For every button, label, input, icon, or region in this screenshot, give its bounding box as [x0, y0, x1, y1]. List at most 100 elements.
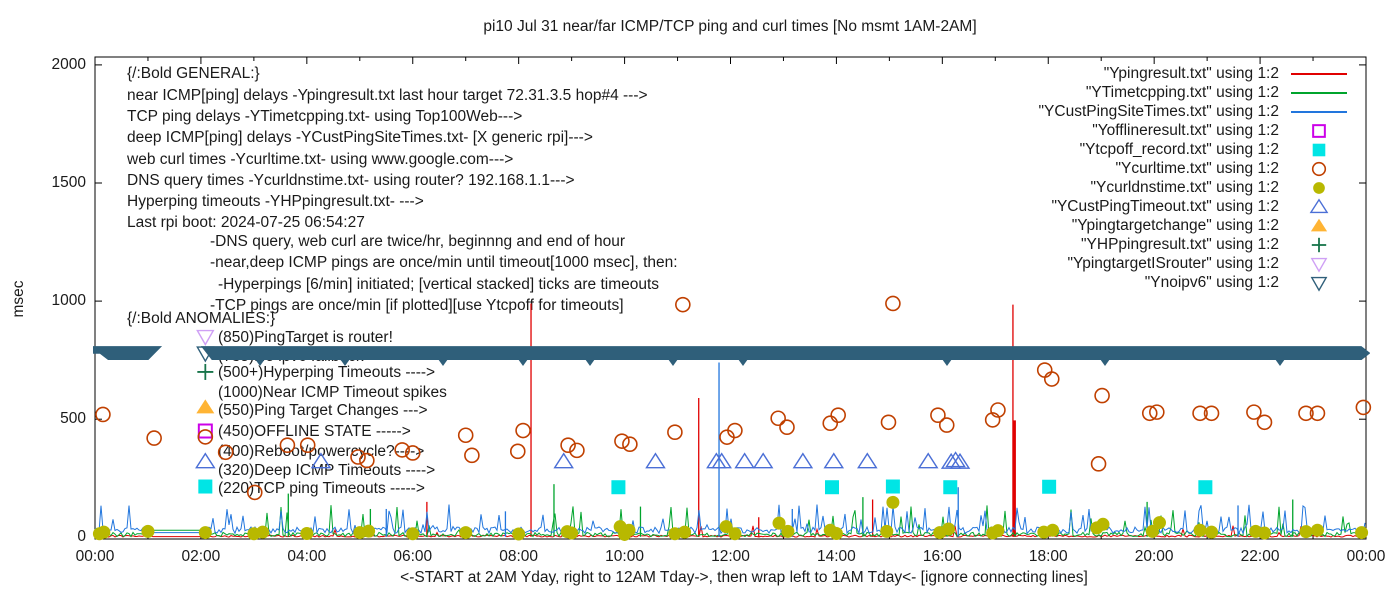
chart-title: pi10 Jul 31 near/far ICMP/TCP ping and c…: [483, 18, 977, 35]
legend-row: "YTimetcpping.txt" using 1:2: [1086, 83, 1348, 102]
legend-label: "Ypingtargetchange" using 1:2: [1071, 216, 1279, 234]
legend-row: "Ypingresult.txt" using 1:2: [1104, 64, 1348, 83]
noipv6-band-tick: [255, 359, 266, 367]
scatter-series-YpingtargetISrouter: [196, 329, 215, 346]
general-line: web curl times -Ycurltime.txt- using www…: [127, 151, 514, 168]
legend-row: "YpingtargetISrouter" using 1:2: [1068, 254, 1348, 273]
legend-label: "Ycurltime.txt" using 1:2: [1115, 159, 1279, 177]
anomaly-line: (500+)Hyperping Timeouts ---->: [218, 364, 436, 381]
scatter-series-YHPpingresult-txt: [197, 363, 214, 380]
line-series-YCustPingSiteTimes-txt: [94, 362, 1366, 537]
anomaly-line: (1000)Near ICMP Timeout spikes: [218, 384, 447, 401]
general-line: TCP ping delays -YTimetcpping.txt- using…: [127, 108, 523, 125]
legend-sample-triangle-down-open: [1290, 255, 1348, 273]
legend-sample-line: [1290, 72, 1348, 75]
general-line: Hyperping timeouts -YHPpingresult.txt- -…: [127, 193, 424, 210]
legend-sample-triangle-down-open: [1290, 274, 1348, 292]
legend-sample-plus: [1290, 236, 1348, 254]
anomaly-line: (850)PingTarget is router!: [218, 329, 393, 346]
circle-open-icon: [1311, 161, 1327, 176]
xtick-label: 14:00: [817, 548, 856, 565]
xtick-label: 04:00: [287, 548, 327, 565]
legend-row: "Yofflineresult.txt" using 1:2: [1092, 121, 1348, 140]
general-line: deep ICMP[ping] delays -YCustPingSiteTim…: [127, 129, 593, 146]
xtick-label: 00:00: [1346, 548, 1386, 565]
noipv6-band-tick: [941, 359, 952, 367]
general-line: -Hyperpings [6/min] initiated; [vertical…: [218, 276, 660, 293]
scatter-series-Ycurldnstime-txt: [92, 495, 1369, 541]
legend-sample-triangle-up-open: [1290, 198, 1348, 216]
line-series-Ypingresult-txt: [94, 303, 1366, 538]
triangle-down-open-icon: [1310, 276, 1328, 292]
x-axis-label: <-START at 2AM Yday, right to 12AM Tday-…: [400, 569, 1088, 586]
anomaly-line: (550)Ping Target Changes --->: [218, 402, 428, 419]
legend-sample-line: [1290, 110, 1348, 113]
legend-label: "YpingtargetISrouter" using 1:2: [1067, 254, 1279, 272]
general-line: DNS query times -Ycurldnstime.txt- using…: [127, 172, 575, 189]
general-line: -TCP pings are once/min [if plotted][use…: [210, 297, 624, 314]
scatter-series-Ytcpoff_record-txt: [198, 479, 1213, 495]
noipv6-band-tick: [585, 359, 596, 367]
xtick-label: 20:00: [1134, 548, 1174, 565]
anomalies-heading: {/:Bold ANOMALIES:}: [127, 310, 276, 327]
legend-sample-line: [1290, 91, 1348, 94]
anomaly-line: (450)OFFLINE STATE ----->: [218, 423, 411, 440]
legend-row: "YCustPingTimeout.txt" using 1:2: [1051, 197, 1348, 216]
general-line: -near,deep ICMP pings are once/min until…: [210, 254, 678, 271]
general-heading: {/:Bold GENERAL:}: [127, 65, 260, 82]
ytick-label: 2000: [51, 55, 86, 73]
legend-sample-circle-open: [1290, 160, 1348, 178]
circle-filled-icon: [1313, 181, 1325, 194]
xtick-label: 22:00: [1240, 548, 1280, 565]
plus-icon: [1311, 237, 1327, 252]
noipv6-band-tick: [339, 359, 350, 367]
xtick-label: 10:00: [605, 548, 644, 565]
legend-sample-square-filled: [1290, 141, 1348, 159]
legend-label: "Ynoipv6" using 1:2: [1144, 273, 1279, 291]
legend-sample-square-open: [1290, 122, 1348, 140]
legend-label: "Ycurldnstime.txt" using 1:2: [1090, 178, 1279, 196]
square-open-icon: [1312, 123, 1326, 138]
anomaly-line: (220)TCP ping Timeouts ----->: [218, 480, 425, 497]
noipv6-band-tick: [1099, 359, 1110, 367]
legend-label: "YCustPingSiteTimes.txt" using 1:2: [1038, 102, 1279, 120]
ytick-label: 0: [77, 528, 86, 546]
ytick-label: 1500: [51, 174, 86, 191]
noipv6-band-tick: [737, 359, 748, 367]
legend-label: "Ytcpoff_record.txt" using 1:2: [1079, 140, 1279, 158]
xtick-label: 00:00: [75, 548, 115, 565]
xtick-label: 08:00: [499, 548, 539, 565]
anomaly-line: (320)Deep ICMP Timeouts ---->: [218, 462, 436, 479]
general-line: -DNS query, web curl are twice/hr, begin…: [210, 233, 626, 250]
noipv6-band-tick: [518, 359, 529, 367]
triangle-up-open-icon: [1309, 198, 1329, 213]
noipv6-band-segment: [93, 346, 163, 361]
general-line: near ICMP[ping] delays -Ypingresult.txt …: [127, 87, 648, 104]
legend-label: "Ypingresult.txt" using 1:2: [1103, 64, 1279, 82]
legend-row: "Ypingtargetchange" using 1:2: [1072, 216, 1348, 235]
legend-row: "YCustPingSiteTimes.txt" using 1:2: [1039, 102, 1348, 121]
noipv6-band-segment: [201, 346, 1370, 360]
xtick-label: 18:00: [1028, 548, 1068, 565]
legend-label: "Yofflineresult.txt" using 1:2: [1092, 121, 1279, 139]
scatter-series-Yofflineresult-txt: [197, 423, 213, 439]
triangle-up-filled-icon: [1310, 218, 1328, 231]
legend-line-sample: [1291, 72, 1347, 75]
legend-line-sample: [1291, 91, 1347, 94]
legend-row: "Ynoipv6" using 1:2: [1145, 273, 1348, 292]
triangle-down-open-icon: [1310, 257, 1328, 273]
general-line: Last rpi boot: 2024-07-25 06:54:27: [127, 214, 365, 231]
xtick-label: 12:00: [711, 548, 750, 565]
legend-row: "YHPpingresult.txt" using 1:2: [1081, 235, 1348, 254]
scatter-series-YCustPingTimeout-txt: [195, 451, 971, 469]
legend-row: "Ytcpoff_record.txt" using 1:2: [1080, 140, 1348, 159]
y-axis-label: msec: [10, 280, 27, 318]
legend-row: "Ycurltime.txt" using 1:2: [1116, 159, 1348, 178]
noipv6-band-tick: [437, 359, 448, 367]
ytick-label: 1000: [51, 292, 86, 310]
square-filled-icon: [1312, 143, 1326, 156]
xtick-label: 02:00: [181, 548, 221, 565]
legend-label: "YTimetcpping.txt" using 1:2: [1085, 83, 1279, 101]
